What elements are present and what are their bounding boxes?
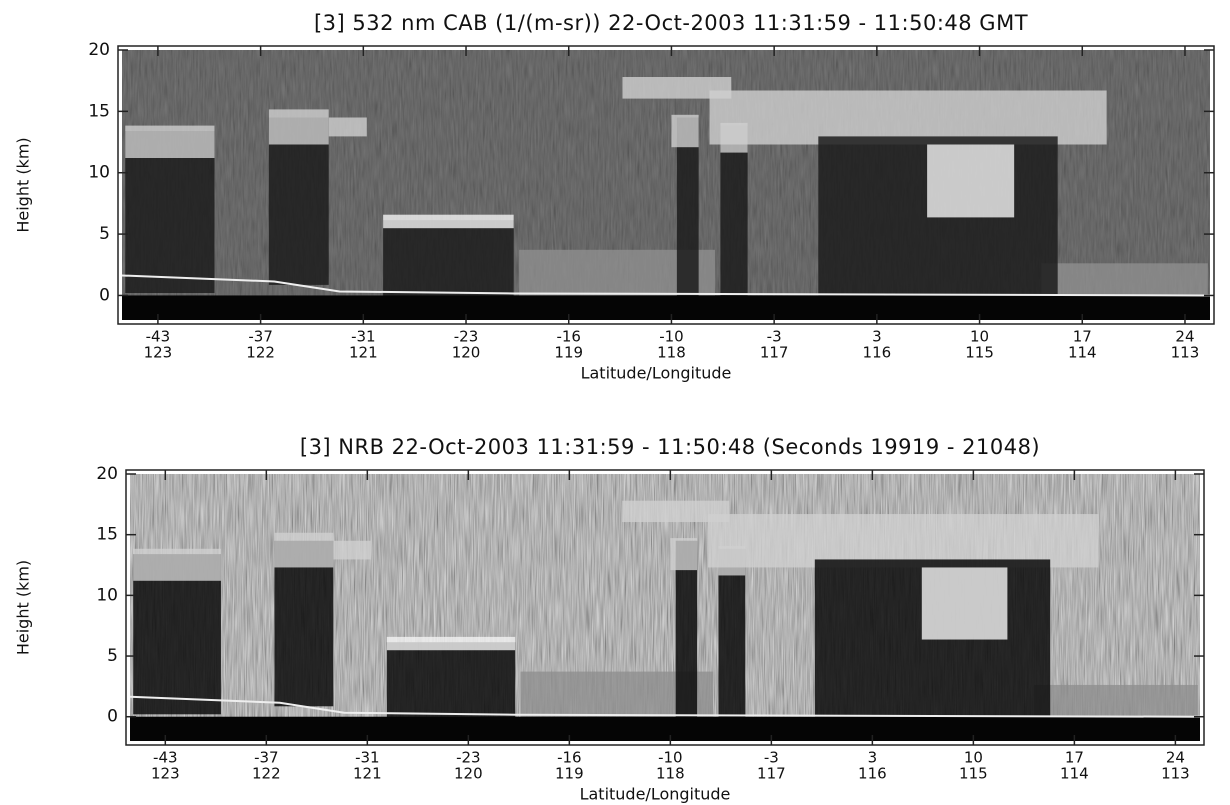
x-tick-label-secondary: 116 (858, 765, 887, 783)
scene-feature (1041, 263, 1207, 298)
scene-feature (387, 642, 515, 719)
x-tick-label-secondary: 119 (554, 344, 583, 362)
scene-feature (1034, 685, 1198, 720)
y-tick-label: 10 (88, 163, 110, 183)
y-tick-label: 5 (107, 646, 118, 666)
y-tick-label: 20 (88, 40, 110, 60)
scene-feature (333, 541, 370, 560)
scene-feature (927, 145, 1014, 218)
y-tick-label: 15 (96, 525, 118, 545)
x-tick-label-secondary: 120 (454, 765, 483, 783)
x-tick-label-secondary: 123 (144, 344, 173, 362)
chart-title: [3] 532 nm CAB (1/(m-sr)) 22-Oct-2003 11… (314, 11, 1028, 35)
scene-feature (383, 220, 514, 298)
y-tick-label: 20 (96, 464, 118, 484)
x-tick-label-secondary: 113 (1161, 765, 1190, 783)
x-tick-label-secondary: 113 (1171, 344, 1200, 362)
scene-feature (329, 118, 367, 137)
x-tick-label-secondary: 123 (151, 765, 180, 783)
y-tick-label: 10 (96, 585, 118, 605)
y-tick-label: 0 (107, 707, 118, 727)
x-tick-label-secondary: 115 (959, 765, 988, 783)
scene-feature (274, 533, 333, 568)
scene-feature (387, 637, 515, 650)
x-tick-label-secondary: 118 (657, 344, 686, 362)
x-tick-label-secondary: 121 (353, 765, 382, 783)
y-axis-title: Height (km) (14, 560, 33, 655)
ground (122, 295, 1210, 320)
y-tick-label: 0 (99, 285, 110, 305)
x-axis-title: Latitude/Longitude (581, 364, 732, 383)
page: [3] 532 nm CAB (1/(m-sr)) 22-Oct-2003 11… (0, 0, 1230, 805)
y-axis-title: Height (km) (14, 137, 33, 232)
x-tick-label-secondary: 118 (656, 765, 685, 783)
scene-feature (383, 215, 514, 229)
x-tick-label-secondary: 117 (760, 344, 789, 362)
scene-feature (269, 109, 329, 144)
x-tick-label-secondary: 116 (863, 344, 892, 362)
panel: [3] NRB 22-Oct-2003 11:31:59 - 11:50:48 … (14, 435, 1205, 804)
x-tick-label-secondary: 114 (1060, 765, 1089, 783)
scene-feature (125, 126, 214, 158)
x-tick-label-secondary: 117 (757, 765, 786, 783)
scene-feature (922, 567, 1008, 639)
chart-title: [3] NRB 22-Oct-2003 11:31:59 - 11:50:48 … (300, 435, 1040, 459)
x-tick-label-secondary: 114 (1068, 344, 1097, 362)
x-tick-label-secondary: 119 (555, 765, 584, 783)
scene-feature (671, 115, 698, 147)
x-tick-label-secondary: 122 (252, 765, 281, 783)
x-tick-label-secondary: 122 (246, 344, 275, 362)
x-tick-label-secondary: 115 (965, 344, 994, 362)
x-tick-label-secondary: 121 (349, 344, 378, 362)
panel: [3] 532 nm CAB (1/(m-sr)) 22-Oct-2003 11… (14, 11, 1215, 383)
x-axis-title: Latitude/Longitude (580, 785, 731, 804)
scene-feature (133, 549, 221, 581)
y-tick-label: 5 (99, 224, 110, 244)
ground (130, 717, 1200, 741)
scene-feature (670, 538, 697, 570)
y-tick-label: 15 (88, 101, 110, 121)
x-tick-label-secondary: 120 (452, 344, 481, 362)
